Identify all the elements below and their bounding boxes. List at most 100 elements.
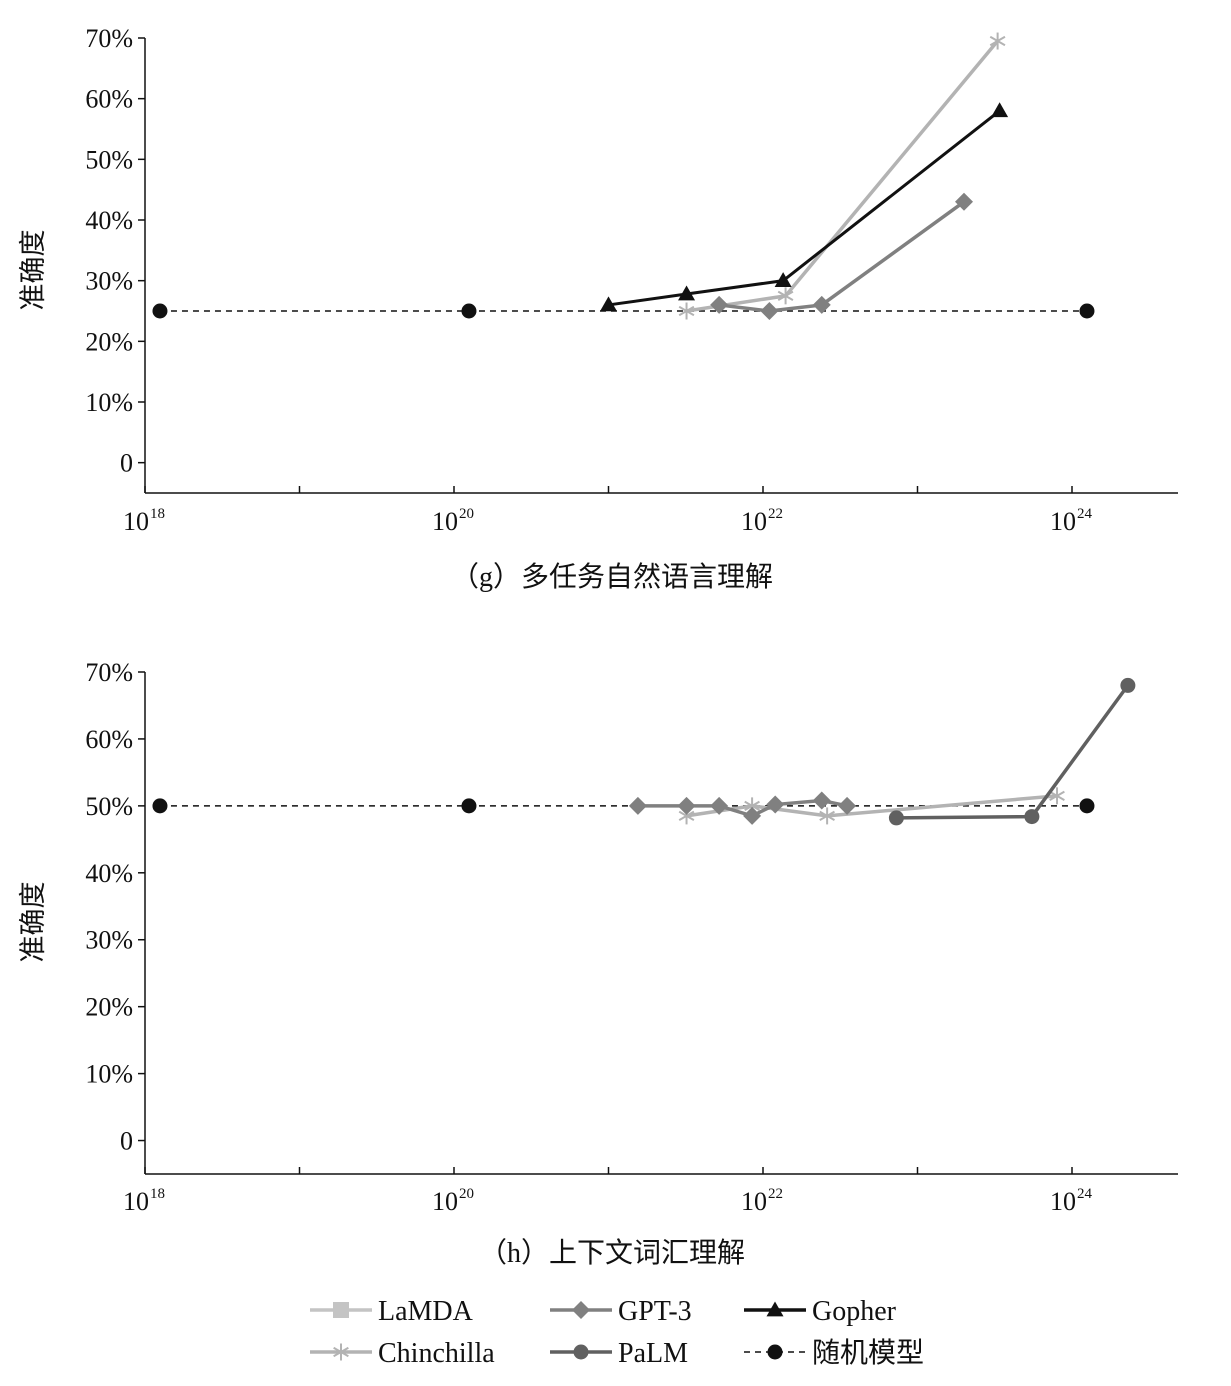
chart-panel-h: 010%20%30%40%50%60%70%10 18 10 20 10 22 10 24准确… xyxy=(18,658,1178,1269)
x-tick-exponent: 24 xyxy=(1077,506,1093,522)
chart-panel-g: 010%20%30%40%50%60%70%10 18 10 20 10 22 10 24准确… xyxy=(18,24,1178,593)
x-tick-label: 10 xyxy=(432,1187,458,1216)
data-point-star-marker xyxy=(819,807,835,825)
y-tick-label: 50% xyxy=(85,792,133,821)
y-tick-label: 50% xyxy=(85,145,133,174)
series-circle xyxy=(888,677,1136,826)
x-tick-label: 10 xyxy=(1050,507,1076,536)
data-point-circle-marker xyxy=(888,810,904,826)
data-point-diamond-marker xyxy=(743,806,762,825)
y-tick-label: 0 xyxy=(120,1127,133,1156)
data-point-circle-marker xyxy=(461,303,477,319)
legend-label: Gopher xyxy=(812,1296,897,1327)
x-tick-label: 10 xyxy=(432,507,458,536)
data-point-star-marker xyxy=(678,302,695,320)
data-point-diamond-marker xyxy=(812,295,831,314)
data-point-circle-marker xyxy=(1079,303,1095,319)
y-tick-label: 60% xyxy=(85,725,133,754)
star-stroke xyxy=(1049,790,1065,801)
chart-caption: （h）上下文词汇理解 xyxy=(479,1237,745,1269)
star-stroke xyxy=(989,35,1006,47)
x-tick-label: 10 xyxy=(741,1187,767,1216)
data-point-diamond-marker xyxy=(710,295,729,314)
legend: LaMDA GPT-3 Gopher Chinchilla PaLM 随机模型 xyxy=(310,1296,924,1369)
series-circle xyxy=(152,303,1095,319)
x-tick-exponent: 24 xyxy=(1077,1186,1093,1202)
legend-star-marker xyxy=(333,1343,349,1361)
x-tick-label: 10 xyxy=(741,507,767,536)
star-stroke xyxy=(744,800,760,811)
data-point-circle-marker xyxy=(461,798,477,814)
x-tick-label: 10 xyxy=(123,507,149,536)
x-tick-exponent: 22 xyxy=(768,1186,783,1202)
y-tick-label: 20% xyxy=(85,993,133,1022)
data-point-circle-marker xyxy=(152,303,168,319)
legend-item: PaLM xyxy=(550,1338,688,1369)
y-tick-label: 20% xyxy=(85,327,133,356)
legend-label: GPT-3 xyxy=(618,1296,692,1327)
legend-item: Chinchilla xyxy=(310,1338,495,1369)
data-point-diamond-marker xyxy=(766,795,785,814)
star-stroke xyxy=(819,810,835,822)
data-point-diamond-marker xyxy=(955,192,974,211)
series-line xyxy=(718,200,966,313)
data-point-triangle-marker xyxy=(600,296,617,312)
legend-triangle-marker xyxy=(766,1301,784,1317)
series-star xyxy=(678,32,1006,320)
star-stroke xyxy=(678,305,695,317)
data-point-star-marker xyxy=(989,32,1006,50)
data-point-circle-marker xyxy=(152,798,168,814)
data-point-triangle-marker xyxy=(774,272,792,288)
legend-label: 随机模型 xyxy=(812,1337,924,1369)
data-point-diamond-marker xyxy=(760,302,779,320)
y-tick-label: 10% xyxy=(85,1060,133,1089)
x-tick-exponent: 22 xyxy=(768,506,783,522)
series-diamond xyxy=(628,791,857,825)
y-axis-label: 准确度 xyxy=(18,882,48,963)
legend-item: Gopher xyxy=(744,1296,897,1327)
data-point-star-marker xyxy=(777,287,794,305)
data-point-diamond-marker xyxy=(710,796,729,815)
y-tick-label: 60% xyxy=(85,85,133,114)
data-point-circle-marker xyxy=(1120,677,1136,693)
series-line xyxy=(608,109,1001,307)
y-tick-label: 30% xyxy=(85,267,133,296)
x-tick-exponent: 18 xyxy=(150,1186,165,1202)
star-stroke xyxy=(777,290,794,301)
data-point-diamond-marker xyxy=(812,791,831,810)
data-point-diamond-marker xyxy=(838,796,857,815)
legend-label: Chinchilla xyxy=(378,1338,495,1369)
x-tick-exponent: 18 xyxy=(150,506,165,522)
legend-item: GPT-3 xyxy=(550,1296,692,1327)
data-point-triangle-marker xyxy=(991,102,1009,118)
x-tick-label: 10 xyxy=(1050,1187,1076,1216)
x-tick-exponent: 20 xyxy=(459,1186,474,1202)
chart-caption: （g）多任务自然语言理解 xyxy=(451,561,773,593)
series-triangle xyxy=(600,102,1009,312)
data-point-diamond-marker xyxy=(677,796,696,815)
star-stroke xyxy=(678,810,695,822)
legend-diamond-marker xyxy=(572,1301,590,1319)
y-tick-label: 10% xyxy=(85,388,133,417)
legend-square-marker xyxy=(333,1302,349,1318)
y-tick-label: 40% xyxy=(85,206,133,235)
y-axis-label: 准确度 xyxy=(18,230,48,311)
legend-label: LaMDA xyxy=(378,1296,474,1327)
legend-item: LaMDA xyxy=(310,1296,474,1327)
y-tick-label: 40% xyxy=(85,859,133,888)
series-diamond xyxy=(710,192,974,320)
x-tick-exponent: 20 xyxy=(459,506,474,522)
legend-label: PaLM xyxy=(618,1338,688,1369)
x-tick-label: 10 xyxy=(123,1187,149,1216)
y-tick-label: 0 xyxy=(120,449,133,478)
data-point-star-marker xyxy=(1049,787,1065,805)
y-tick-label: 70% xyxy=(85,658,133,687)
data-point-circle-marker xyxy=(1024,809,1040,825)
legend-circle-marker xyxy=(573,1344,589,1360)
y-tick-label: 70% xyxy=(85,24,133,53)
series-line xyxy=(686,39,999,313)
legend-item: 随机模型 xyxy=(744,1337,924,1369)
legend-circle-marker xyxy=(767,1344,783,1360)
y-tick-label: 30% xyxy=(85,926,133,955)
